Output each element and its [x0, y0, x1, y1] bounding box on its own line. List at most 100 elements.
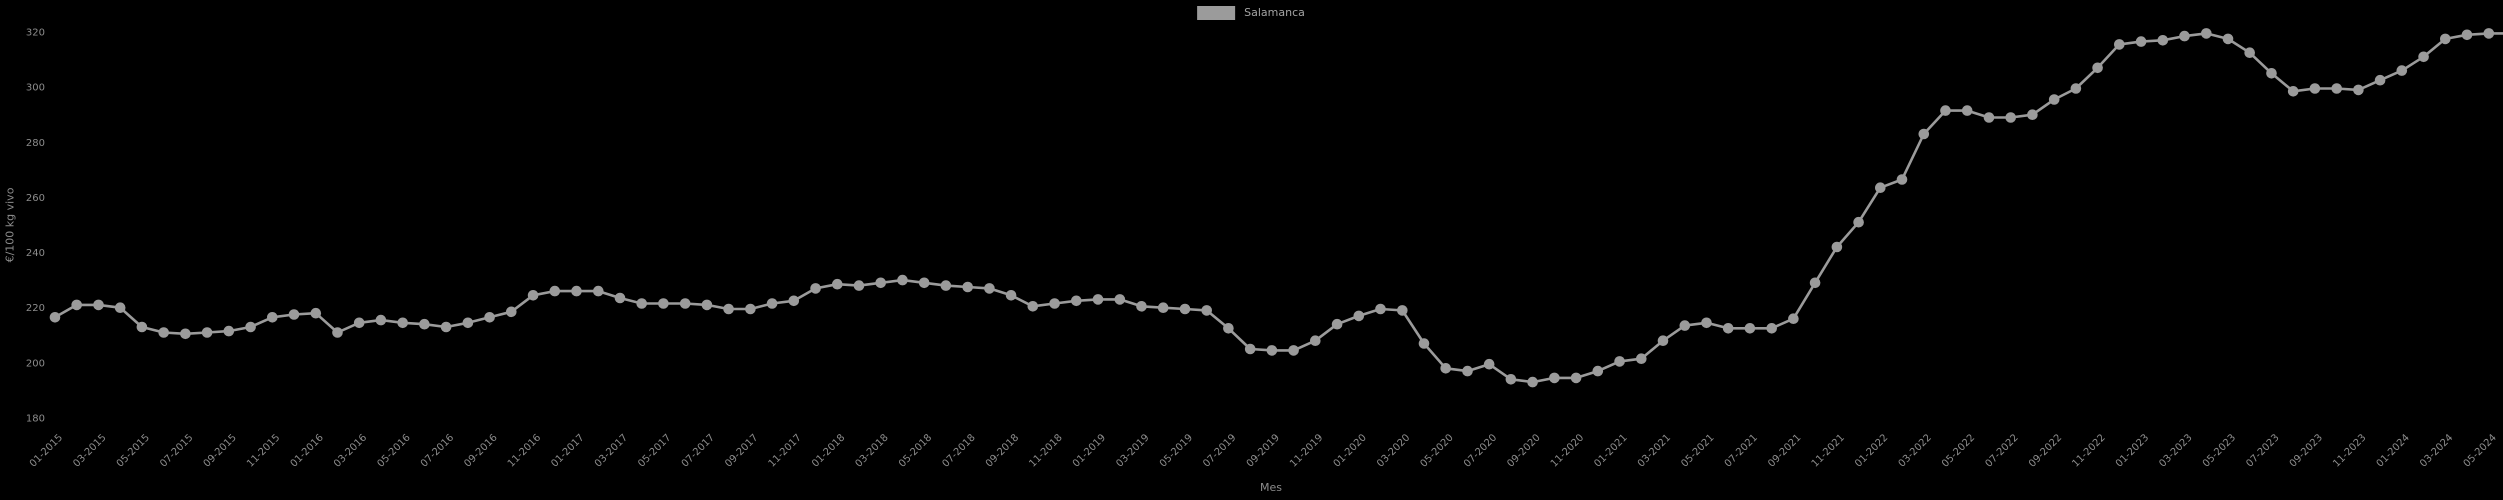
y-tick-label: 180	[26, 413, 45, 424]
data-point	[1918, 128, 1930, 140]
data-point	[1636, 353, 1647, 365]
x-tick-label: 05-2021	[1679, 432, 1716, 469]
x-tick-label: 09-2016	[462, 432, 499, 469]
data-point	[180, 328, 191, 340]
data-point	[1527, 376, 1538, 388]
data-point	[766, 298, 778, 309]
data-point	[484, 312, 495, 323]
data-point	[506, 306, 517, 318]
data-point	[614, 292, 626, 304]
data-point	[2244, 47, 2255, 58]
data-point	[679, 298, 691, 309]
data-point	[49, 312, 61, 323]
data-point	[1940, 105, 1951, 116]
data-point	[1288, 345, 1299, 356]
data-point	[2331, 83, 2342, 94]
y-tick-label: 300	[26, 83, 45, 94]
data-point	[1244, 343, 1256, 355]
data-point	[2222, 33, 2234, 45]
data-point	[918, 277, 930, 289]
y-axis-title: €/100 kg vivo	[3, 187, 17, 263]
x-tick-label: 11-2022	[2070, 432, 2107, 469]
data-point	[1570, 372, 1582, 384]
x-tick-label: 07-2021	[1723, 432, 1760, 469]
data-point	[201, 327, 213, 338]
data-point	[288, 309, 300, 320]
data-point	[1505, 374, 1517, 385]
data-point	[701, 299, 713, 311]
data-point	[984, 283, 995, 294]
data-point	[419, 318, 430, 330]
data-point	[1788, 313, 1799, 325]
legend[interactable]: Salamanca	[1197, 6, 1305, 20]
x-tick-label: 07-2018	[940, 432, 977, 469]
data-point	[1136, 301, 1147, 312]
data-point	[571, 285, 582, 297]
data-point	[832, 278, 843, 290]
x-tick-label: 03-2024	[2418, 432, 2455, 469]
data-point	[2353, 84, 2364, 96]
data-point	[1722, 323, 1734, 334]
x-tick-label: 07-2023	[2244, 432, 2281, 469]
x-tick-label: 01-2023	[2114, 432, 2151, 469]
data-point	[2440, 33, 2451, 45]
data-point	[1049, 298, 1060, 309]
y-tick-label: 220	[26, 303, 45, 314]
data-point	[1266, 345, 1278, 356]
data-point	[2179, 30, 2190, 42]
data-point	[71, 299, 82, 311]
data-point	[1071, 295, 1082, 307]
data-point	[1483, 358, 1495, 370]
data-point	[1961, 105, 1973, 116]
data-point	[875, 277, 886, 289]
data-point	[1353, 310, 1365, 322]
data-point	[2266, 68, 2277, 79]
data-point	[2092, 62, 2103, 74]
data-point	[440, 321, 452, 333]
data-point	[897, 274, 908, 286]
data-point	[1418, 338, 1430, 349]
data-point	[1831, 241, 1843, 253]
data-point	[2157, 35, 2169, 46]
data-point	[353, 317, 365, 329]
x-tick-label: 09-2023	[2288, 432, 2325, 469]
x-tick-label: 11-2015	[245, 432, 282, 469]
data-point	[1875, 182, 1886, 193]
data-point	[2461, 29, 2473, 41]
data-point	[1853, 216, 1864, 228]
x-tick-label: 03-2017	[593, 432, 630, 469]
x-tick-label: 01-2018	[810, 432, 847, 469]
data-point	[745, 303, 756, 315]
data-point	[2027, 109, 2038, 120]
data-point	[1201, 305, 1212, 316]
y-tick-label: 260	[26, 193, 45, 204]
x-tick-label: 03-2023	[2157, 432, 2194, 469]
x-tick-label: 05-2017	[636, 432, 673, 469]
x-tick-label: 03-2019	[1114, 432, 1151, 469]
data-point	[462, 317, 474, 329]
x-tick-label: 05-2024	[2462, 432, 2499, 469]
data-point	[788, 295, 800, 307]
data-point	[245, 321, 256, 333]
data-point	[1701, 317, 1712, 329]
x-tick-label: 09-2020	[1505, 432, 1542, 469]
data-point	[158, 327, 169, 338]
data-point	[1114, 294, 1126, 305]
x-tick-label: 05-2015	[115, 432, 152, 469]
data-point	[2309, 83, 2321, 94]
data-point	[658, 298, 669, 309]
data-point	[2483, 28, 2495, 39]
data-point	[1549, 372, 1560, 384]
x-tick-label: 01-2022	[1853, 432, 1890, 469]
x-tick-label: 09-2022	[2027, 432, 2064, 469]
x-tick-label: 05-2020	[1418, 432, 1455, 469]
y-tick-label: 240	[26, 248, 45, 259]
x-tick-label: 05-2016	[375, 432, 412, 469]
x-tick-label: 05-2019	[1158, 432, 1195, 469]
data-point	[527, 290, 539, 301]
x-tick-label: 07-2015	[158, 432, 195, 469]
data-point	[136, 321, 148, 333]
x-tick-label: 09-2019	[1245, 432, 1282, 469]
